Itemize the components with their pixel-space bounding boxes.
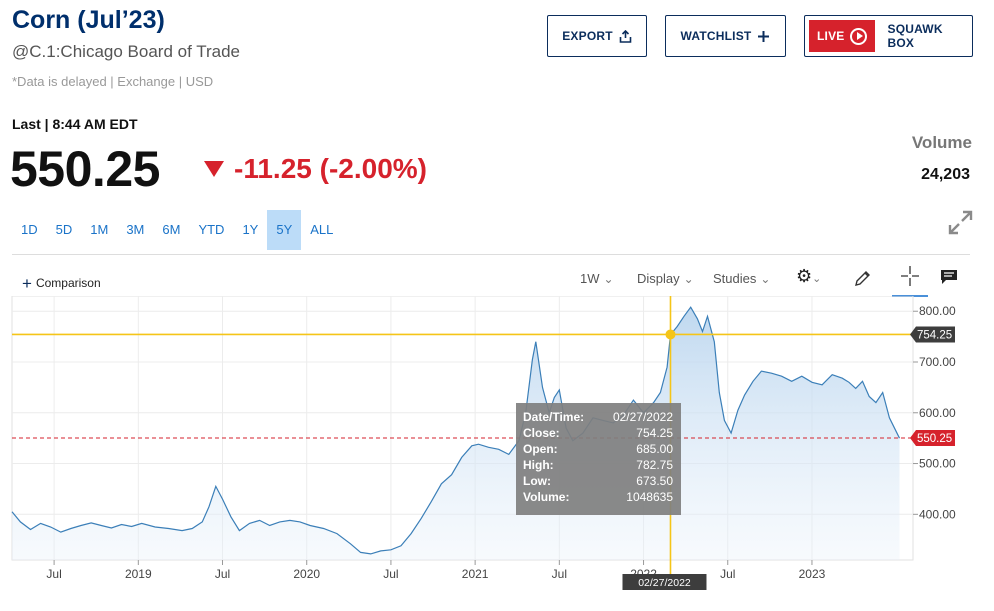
export-label: EXPORT [562,29,613,43]
plus-icon [758,30,770,42]
comment-icon[interactable] [940,269,958,285]
x-tick-label: Jul [215,567,230,581]
live-badge: LIVE [809,20,876,52]
crosshair-x-label-bg [622,574,707,590]
x-tick-label: Jul [552,567,567,581]
tooltip-key: High: [523,458,554,472]
tooltip-value: 673.50 [636,474,673,488]
range-selector: 1D 5D 1M 3M 6M YTD 1Y 5Y ALL [12,210,342,250]
x-tick-label: 2020 [293,567,320,581]
tooltip-key: Open: [523,442,558,456]
volume-value: 24,203 [921,166,970,183]
tooltip-value: 1048635 [626,490,673,504]
live-label: LIVE [817,29,845,43]
instrument-title: Corn (Jul’23) [12,6,165,34]
x-tick-label: 2019 [125,567,152,581]
last-price-label-bg [910,430,955,447]
range-ytd[interactable]: YTD [198,222,225,237]
display-dropdown[interactable]: Display [637,271,694,286]
volume-label: Volume [911,133,972,152]
crosshair-icon [901,266,919,286]
x-tick-label: Jul [720,567,735,581]
last-price-label: 550.25 [917,433,952,445]
range-1y[interactable]: 1Y [242,222,259,237]
down-arrow-icon [204,161,224,177]
crosshair-y-label: 754.25 [917,329,952,341]
plus-icon: + [22,274,32,293]
exchange-name: @C.1:Chicago Board of Trade [12,42,240,61]
tooltip-value: 685.00 [636,442,673,456]
range-1m[interactable]: 1M [90,222,109,237]
range-5d[interactable]: 5D [55,222,73,237]
x-tick-label: 2023 [799,567,826,581]
play-icon [850,27,868,45]
chart-toolbar: +Comparison 1W Display Studies ⚙⌄ [12,254,970,297]
y-tick-label: 700.00 [919,355,956,369]
crosshair-y-label-bg [910,326,955,343]
crosshair-tool[interactable] [892,261,928,297]
comparison-button[interactable]: + Comparison [22,274,101,294]
tooltip-box [516,403,681,515]
x-tick-label: Jul [383,567,398,581]
comparison-label: Comparison [35,276,101,290]
expand-icon[interactable] [947,209,974,236]
y-tick-label: 600.00 [919,406,956,420]
settings-gear-icon[interactable]: ⚙⌄ [796,266,822,286]
price-change-value: -11.25 (-2.00%) [234,153,427,184]
x-tick-label: 2021 [462,567,489,581]
range-all[interactable]: ALL [310,222,334,237]
x-tick-label: Jul [46,567,61,581]
tooltip-key: Low: [523,474,551,488]
price-chart[interactable]: 400.00 500.00 600.00 700.00 800.00 Jul 2019 Ju… [0,296,994,596]
y-tick-label: 400.00 [919,507,956,521]
pencil-icon[interactable] [854,269,872,287]
y-tick-label: 500.00 [919,457,956,471]
tooltip-value: 02/27/2022 [613,410,673,424]
range-5y[interactable]: 5Y [267,210,302,250]
tooltip-key: Date/Time: [523,410,584,424]
tooltip-key: Volume: [523,490,569,504]
last-price: 550.25 [10,141,160,197]
crosshair-x-label: 02/27/2022 [638,577,691,589]
tooltip-key: Close: [523,426,560,440]
share-icon [619,29,632,43]
tooltip-value: 754.25 [636,426,673,440]
squawk-box-button[interactable]: LIVE SQUAWK BOX [804,15,973,57]
tooltip-value: 782.75 [636,458,673,472]
price-change: -11.25 (-2.00%) [204,153,427,185]
range-6m[interactable]: 6M [162,222,181,237]
studies-dropdown[interactable]: Studies [713,271,770,286]
price-area [12,307,900,560]
data-tooltip: Date/Time: 02/27/2022 Close: 754.25 Open: 685… [516,403,681,515]
interval-dropdown[interactable]: 1W [580,271,614,286]
last-trade-time: Last | 8:44 AM EDT [12,116,138,132]
y-tick-label: 800.00 [919,304,956,318]
range-1d[interactable]: 1D [21,222,38,237]
squawk-box-label: SQUAWK BOX [887,22,943,50]
export-button[interactable]: EXPORT [547,15,647,57]
watchlist-button[interactable]: WATCHLIST [665,15,786,57]
crosshair-point [665,329,676,340]
range-3m[interactable]: 3M [126,222,145,237]
data-delayed-note: *Data is delayed | Exchange | USD [12,74,214,89]
watchlist-label: WATCHLIST [680,29,752,43]
